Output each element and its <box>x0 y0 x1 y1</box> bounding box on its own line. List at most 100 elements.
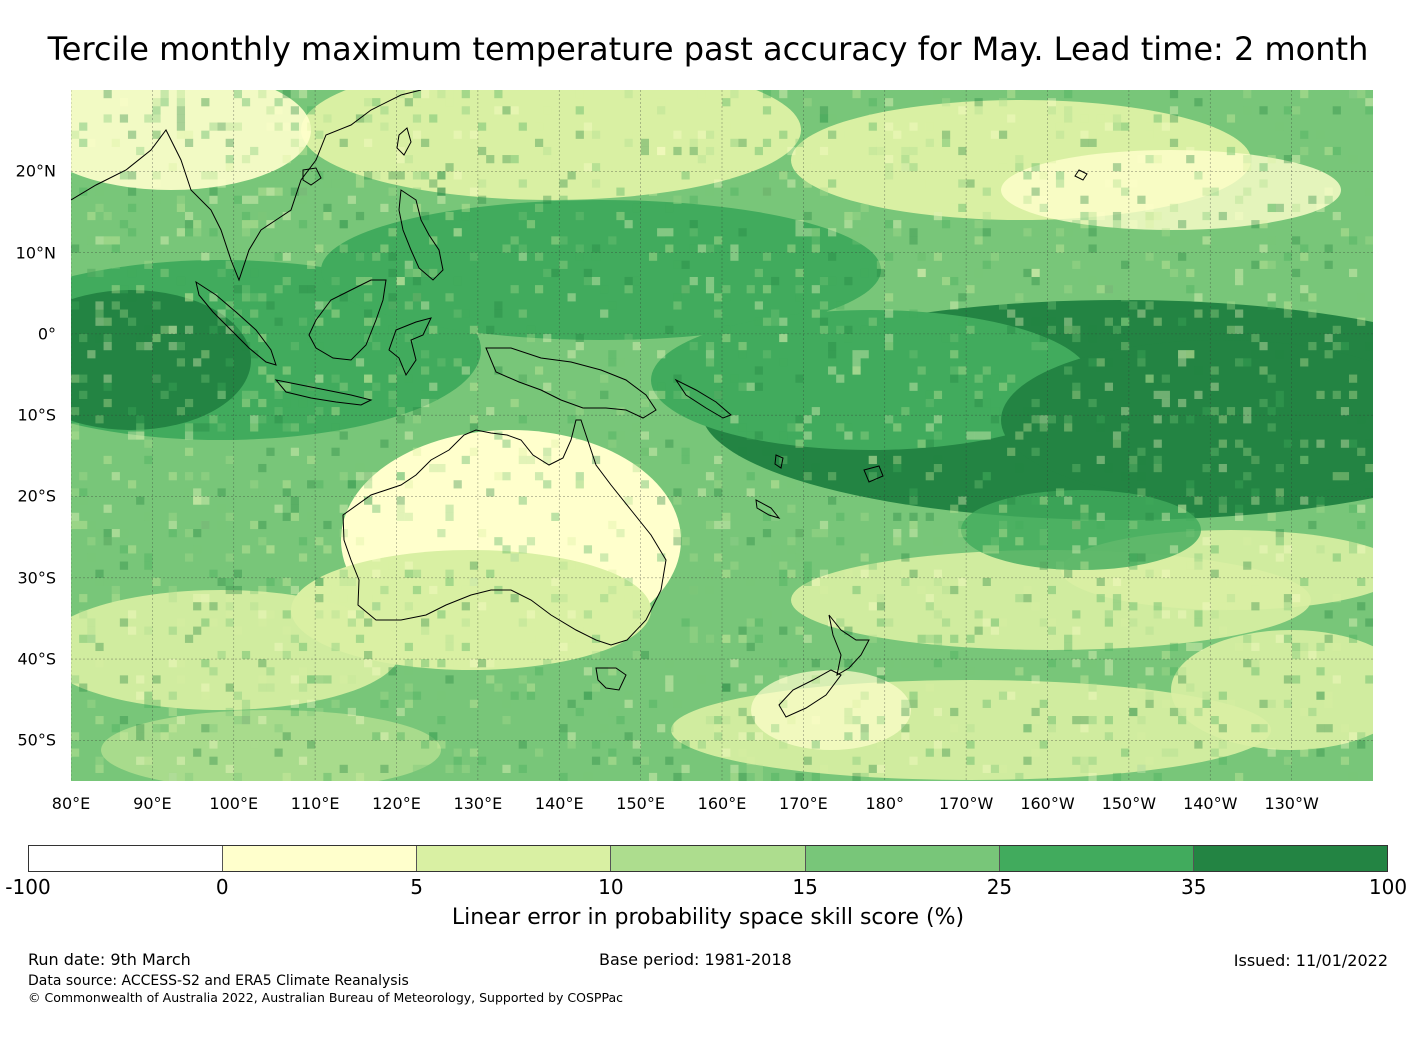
skill-cell <box>176 659 186 668</box>
skill-cell <box>852 716 861 725</box>
skill-cell <box>950 650 959 660</box>
skill-cell <box>591 163 601 172</box>
skill-cell <box>624 496 633 505</box>
skill-cell <box>974 236 983 245</box>
skill-cell <box>152 374 161 383</box>
skill-cell <box>624 577 633 586</box>
skill-cell <box>1169 90 1179 99</box>
skill-cell <box>258 211 267 221</box>
skill-cell <box>494 90 503 99</box>
skill-cell <box>176 98 186 107</box>
skill-cell <box>673 301 682 310</box>
skill-cell <box>250 423 259 432</box>
skill-cell <box>982 366 991 375</box>
skill-cell <box>233 716 242 725</box>
skill-cell <box>1251 496 1260 505</box>
skill-cell <box>1137 447 1146 456</box>
skill-cell <box>95 309 104 318</box>
skill-cell <box>885 220 894 229</box>
skill-cell <box>909 228 918 237</box>
skill-cell <box>1039 203 1048 213</box>
skill-cell <box>575 130 584 139</box>
skill-cell <box>1080 114 1089 123</box>
skill-cell <box>421 171 430 180</box>
skill-cell <box>290 675 299 684</box>
skill-cell <box>1357 504 1366 513</box>
skill-cell <box>445 577 454 586</box>
skill-cell <box>388 390 397 400</box>
skill-cell <box>274 382 283 391</box>
lat-label: 30°S <box>17 568 56 588</box>
skill-cell <box>746 756 755 765</box>
skill-cell <box>901 707 910 717</box>
skill-cell <box>1145 496 1154 505</box>
skill-cell <box>1251 350 1260 359</box>
skill-cell <box>437 716 446 725</box>
skill-cell <box>201 252 210 261</box>
skill-cell <box>1218 626 1227 635</box>
skill-cell <box>616 358 625 367</box>
skill-cell <box>87 268 96 278</box>
skill-cell <box>1015 431 1024 440</box>
coastline-hawaii <box>1074 169 1088 181</box>
skill-cell <box>404 374 413 383</box>
skill-cell <box>1047 488 1056 497</box>
skill-cell <box>494 366 503 375</box>
skill-cell <box>127 203 137 213</box>
skill-cell <box>1259 366 1268 375</box>
skill-cell <box>136 756 145 765</box>
skill-cell <box>608 350 617 359</box>
skill-cell <box>771 545 780 554</box>
skill-cell <box>982 260 991 269</box>
skill-cell <box>119 171 129 180</box>
skill-cell <box>885 155 894 164</box>
skill-cell <box>209 724 218 733</box>
skill-cell <box>307 415 316 424</box>
skill-region <box>1171 630 1373 750</box>
skill-cell <box>844 626 853 635</box>
skill-cell <box>274 407 283 416</box>
skill-cell <box>1137 309 1146 318</box>
skill-cell <box>567 537 576 546</box>
skill-cell <box>372 472 381 481</box>
skill-cell <box>754 146 763 156</box>
skill-cell <box>722 333 731 343</box>
skill-cell <box>241 390 251 400</box>
skill-cell <box>258 366 267 375</box>
skill-cell <box>201 350 210 359</box>
skill-cell <box>290 423 299 432</box>
skill-cell <box>1202 691 1211 700</box>
skill-cell <box>225 260 234 269</box>
skill-cell <box>209 228 218 237</box>
skill-cell <box>803 179 812 188</box>
skill-cell <box>762 447 772 456</box>
skill-cell <box>551 642 560 652</box>
skill-cell <box>779 333 788 343</box>
skill-cell <box>966 179 975 188</box>
skill-cell <box>1235 268 1244 278</box>
skill-cell <box>1243 187 1252 196</box>
skill-cell <box>184 211 194 221</box>
skill-cell <box>860 569 869 578</box>
skill-cell <box>453 480 462 489</box>
skill-cell <box>372 553 381 562</box>
skill-cell <box>941 585 951 595</box>
skill-cell <box>1283 252 1293 261</box>
skill-cell <box>225 577 234 586</box>
skill-cell <box>909 569 918 578</box>
skill-cell <box>152 724 161 733</box>
skill-cell <box>551 268 560 278</box>
skill-cell <box>1161 610 1170 619</box>
skill-cell <box>429 382 438 391</box>
skill-cell <box>95 187 104 196</box>
skill-cell <box>258 537 267 546</box>
skill-cell <box>1112 431 1122 440</box>
skill-cell <box>372 342 381 351</box>
skill-cell <box>201 683 210 692</box>
skill-cell <box>518 374 527 383</box>
skill-cell <box>79 488 88 497</box>
skill-cell <box>1259 260 1268 269</box>
skill-cell <box>543 447 552 456</box>
skill-cell <box>1332 675 1341 684</box>
skill-cell <box>1072 463 1081 473</box>
